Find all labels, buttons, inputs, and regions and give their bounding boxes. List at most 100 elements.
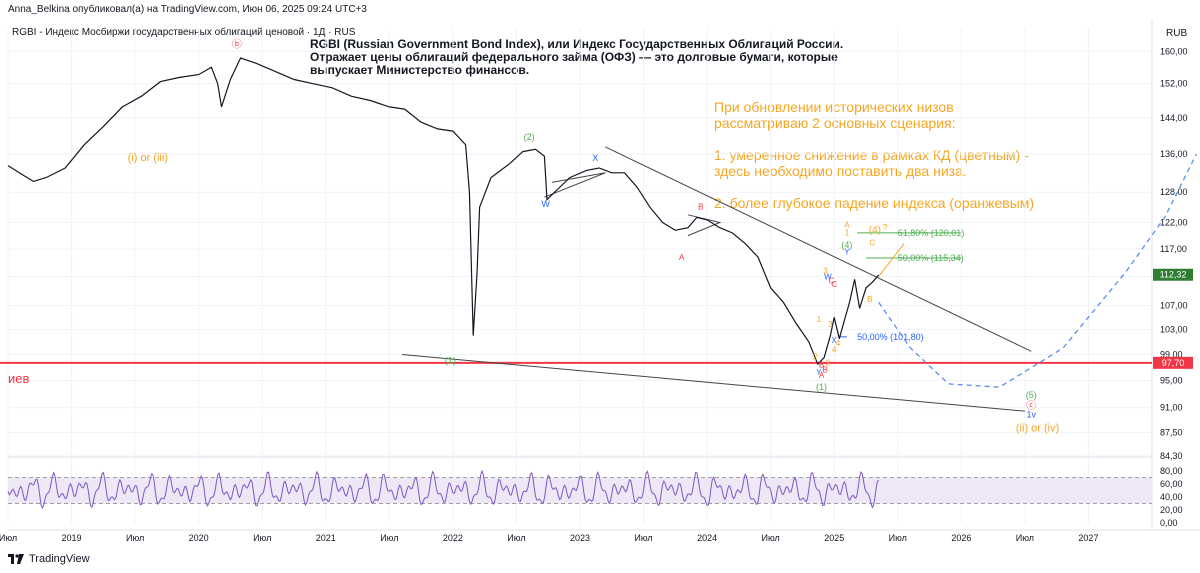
wave-label-17: A	[679, 253, 685, 262]
fib-level-label-1: 50,00% (115,34)	[898, 253, 964, 263]
wave-label-5: (1)	[445, 355, 456, 365]
wave-label-10: ?	[883, 222, 888, 232]
rsi-line	[7, 469, 880, 510]
price-tick-label-4: 128,00	[1160, 187, 1188, 197]
price-tick-label-11: 95,00	[1160, 376, 1183, 386]
time-tick-label-6: Июл	[380, 533, 398, 543]
time-tick-label-13: 2025	[824, 533, 844, 543]
wave-label-7: (4)	[869, 225, 881, 236]
scenario-line: При обновлении исторических низов	[714, 99, 954, 115]
wave-label-22: 1	[845, 229, 850, 238]
wave-label-19: A	[819, 371, 825, 380]
description-line: RGBI (Russian Government Bond Index), ил…	[310, 37, 844, 51]
time-tick-label-14: Июл	[889, 533, 907, 543]
wave-label-26: 1	[817, 315, 822, 324]
time-tick-label-16: Июл	[1016, 533, 1034, 543]
wave-label-15: X	[832, 336, 838, 345]
wave-label-27: 2	[813, 353, 818, 362]
price-tick-label-9: 103,00	[1160, 324, 1188, 334]
fib-level-label-0: 61,80% (120,01)	[898, 228, 965, 238]
time-tick-label-10: Июл	[634, 533, 652, 543]
wave-label-0: (i) or (iii)	[128, 152, 168, 164]
wave-label-6: (1)	[816, 382, 827, 392]
wave-label-9: (4)	[841, 240, 852, 250]
fib-level-label-2: 50,00% (101,80)	[857, 332, 924, 342]
scenario-line: 2. более глубокое падение индекса (оранж…	[714, 195, 1035, 211]
wave-label-34: B	[823, 366, 828, 375]
time-tick-label-2: Июл	[126, 533, 144, 543]
price-tick-label-1: 152,00	[1160, 79, 1188, 89]
wave-label-1: (ii) or (iv)	[1016, 423, 1059, 435]
wave-label-20: B	[819, 360, 824, 369]
scenario-line: рассматриваю 2 основных сценария:	[714, 115, 956, 131]
clipped-annotation: иев	[8, 371, 29, 386]
time-tick-label-7: 2022	[443, 533, 463, 543]
price-tick-label-12: 91,00	[1160, 403, 1183, 413]
rsi-tick-label-2: 40,00	[1160, 492, 1183, 502]
wave-label-24: 3	[823, 267, 828, 276]
time-tick-label-5: 2021	[316, 533, 336, 543]
wave-label-11: W	[541, 199, 550, 209]
scenarios-note: При обновлении исторических низов рассма…	[714, 99, 1114, 211]
triangle-pattern-2	[687, 214, 722, 237]
trendline-1	[401, 353, 1025, 412]
scenario-arrow	[878, 243, 905, 277]
wave-label-18: B	[698, 203, 703, 212]
wave-label-3: ⓒ	[1026, 400, 1036, 412]
wave-label-28: 3	[828, 320, 833, 329]
publisher-header: Anna_Belkina опубликовал(а) на TradingVi…	[8, 4, 367, 15]
wave-label-31: C	[869, 239, 875, 248]
scenario-line	[714, 131, 1114, 147]
time-tick-label-9: 2023	[570, 533, 590, 543]
price-tick-label-14: 84,30	[1160, 451, 1183, 461]
wave-label-29: 4	[836, 339, 841, 348]
rsi-tick-label-4: 0,00	[1160, 518, 1178, 528]
wave-label-12: X	[592, 153, 598, 163]
description-line: выпускает Министерство финансов.	[310, 63, 530, 77]
currency-label[interactable]: RUB	[1166, 28, 1188, 39]
price-tick-label-7: 112,00	[1160, 272, 1187, 282]
wave-label-4: (2)	[524, 132, 535, 142]
wave-label-21: C	[831, 280, 837, 289]
time-tick-label-8: Июл	[507, 533, 525, 543]
price-tick-label-3: 136,00	[1160, 149, 1188, 159]
wave-label-25: 4	[832, 346, 837, 355]
price-tick-label-6: 117,00	[1160, 244, 1187, 254]
wave-label-14: W	[824, 272, 832, 281]
brand-name: TradingView	[29, 553, 90, 565]
time-tick-label-0: Июл	[0, 533, 17, 543]
price-tick-label-0: 160,00	[1160, 46, 1188, 56]
rsi-tick-label-0: 80,00	[1160, 466, 1183, 476]
support-price-label: 97,70	[1162, 358, 1185, 368]
wave-label-8: (5)	[1026, 390, 1037, 400]
wave-label-30: B	[867, 295, 872, 304]
price-tick-label-13: 87,50	[1160, 427, 1183, 437]
tradingview-logo-icon	[8, 554, 24, 564]
price-tick-label-8: 107,00	[1160, 300, 1188, 310]
rsi-tick-label-1: 60,00	[1160, 479, 1183, 489]
price-tick-label-2: 144,00	[1160, 113, 1188, 123]
scenario-line: 1. умеренное снижение в рамках КД (цветн…	[714, 147, 1029, 163]
time-tick-label-11: 2024	[697, 533, 717, 543]
wave-label-13: Y	[844, 247, 850, 256]
time-tick-label-1: 2019	[62, 533, 82, 543]
wave-label-35: 1v	[1026, 409, 1036, 419]
symbol-legend[interactable]: RGBI - Индекс Мосбиржи государственных о…	[12, 27, 356, 38]
time-tick-label-12: Июл	[762, 533, 780, 543]
time-tick-label-4: Июл	[253, 533, 271, 543]
wave-label-16: Y	[816, 368, 822, 377]
triangle-pattern	[544, 172, 606, 198]
wave-label-23: 2	[826, 358, 831, 367]
price-tick-label-5: 122,00	[1160, 218, 1188, 228]
scenario-line: здесь необходимо поставить два низа.	[714, 163, 967, 179]
tradingview-brand[interactable]: TradingView	[8, 553, 90, 565]
time-tick-label-3: 2020	[189, 533, 209, 543]
current-price-badge	[1153, 268, 1193, 281]
current-price-label: 112,32	[1160, 270, 1187, 280]
support-price-badge	[1153, 356, 1193, 369]
rsi-band	[8, 477, 1152, 504]
price-tick-label-10: 99,00	[1160, 349, 1183, 359]
description-note: RGBI (Russian Government Bond Index), ил…	[310, 38, 870, 77]
wave-label-33: A	[844, 221, 850, 230]
